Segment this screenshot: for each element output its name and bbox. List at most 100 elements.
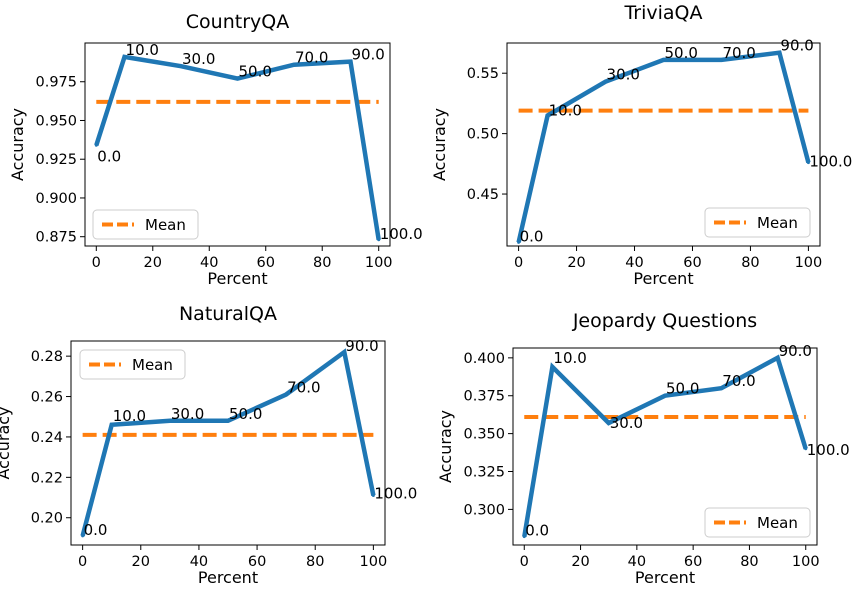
data-point <box>607 421 611 425</box>
point-label: 30.0 <box>610 414 643 432</box>
data-point <box>81 534 85 538</box>
point-label: 0.0 <box>84 521 108 539</box>
point-label: 90.0 <box>351 46 384 64</box>
subplot-countryqa: CountryQA 0.0 10.0 30.0 50.0 70.0 90.0 100.0 0 20… <box>8 11 423 288</box>
y-tick-label: 0.975 <box>35 75 77 91</box>
chart-title: TriviaQA <box>623 2 702 24</box>
x-tick-label: 0 <box>92 255 101 271</box>
x-tick-label: 80 <box>306 554 324 570</box>
point-label: 30.0 <box>171 405 204 423</box>
data-point <box>284 393 288 397</box>
x-tick-label: 80 <box>741 255 759 271</box>
point-label: 10.0 <box>553 349 586 367</box>
point-label: 10.0 <box>126 41 159 59</box>
y-tick-label: 0.50 <box>467 127 499 143</box>
data-point <box>804 447 808 451</box>
data-point <box>719 58 723 62</box>
legend-label: Mean <box>145 216 186 234</box>
legend-box <box>704 507 811 538</box>
point-label: 100.0 <box>380 225 423 243</box>
data-point <box>546 114 550 117</box>
y-tick-label: 0.400 <box>463 351 505 367</box>
x-axis-label: Percent <box>635 568 695 587</box>
subplot-triviaqa: TriviaQA 0.0 10.0 30.0 50.0 70.0 90.0 100.0 0 20 4… <box>430 2 852 288</box>
point-label: 30.0 <box>182 50 215 68</box>
y-tick-label: 0.375 <box>463 389 505 405</box>
point-label: 0.0 <box>97 147 121 165</box>
x-tick-label: 20 <box>571 554 589 570</box>
point-label: 70.0 <box>722 44 755 62</box>
legend-box <box>92 209 199 240</box>
data-point <box>377 238 381 242</box>
legend: Mean <box>79 349 186 380</box>
y-tick-label: 0.22 <box>31 470 63 486</box>
x-tick-label: 0 <box>520 554 529 570</box>
point-label: 10.0 <box>113 407 146 425</box>
data-point <box>168 419 172 423</box>
x-tick-label: 40 <box>190 554 208 570</box>
x-tick-label: 100 <box>360 554 388 570</box>
legend: Mean <box>704 207 811 238</box>
point-label: 100.0 <box>374 485 417 503</box>
legend-label: Mean <box>132 356 173 374</box>
x-tick-label: 100 <box>795 255 823 271</box>
legend-box <box>79 349 186 380</box>
subplot-jeopardy-questions: Jeopardy Questions 0.0 10.0 30.0 50.0 70.0 90.… <box>436 310 850 587</box>
point-label: 100.0 <box>807 441 850 459</box>
data-point <box>292 63 296 67</box>
x-axis-label: Percent <box>633 269 693 288</box>
x-tick-label: 40 <box>625 255 643 271</box>
point-label: 70.0 <box>287 379 320 397</box>
y-tick-label: 0.55 <box>467 66 499 82</box>
data-point <box>777 51 781 55</box>
point-label: 100.0 <box>809 153 852 171</box>
y-tick-label: 0.45 <box>467 187 499 203</box>
axes-frame <box>506 42 821 247</box>
point-label: 0.0 <box>525 522 549 540</box>
point-label: 10.0 <box>549 102 582 120</box>
x-tick-label: 60 <box>248 554 266 570</box>
x-axis-label: Percent <box>198 568 258 587</box>
point-label: 50.0 <box>239 63 272 81</box>
legend-box <box>704 207 811 238</box>
data-point <box>663 394 667 398</box>
x-tick-label: 20 <box>132 554 150 570</box>
point-label: 90.0 <box>345 337 378 355</box>
x-tick-label: 0 <box>514 255 523 271</box>
x-tick-label: 80 <box>740 554 758 570</box>
x-tick-label: 60 <box>683 255 701 271</box>
point-label: 90.0 <box>779 342 812 360</box>
x-tick-label: 80 <box>313 255 331 271</box>
chart-title: CountryQA <box>186 11 289 33</box>
x-tick-label: 0 <box>78 554 87 570</box>
y-tick-label: 0.925 <box>35 152 77 168</box>
y-axis-label: Accuracy <box>436 410 455 483</box>
point-label: 50.0 <box>229 405 262 423</box>
legend: Mean <box>704 507 811 538</box>
legend: Mean <box>92 209 199 240</box>
data-point <box>123 55 127 59</box>
chart-title: NaturalQA <box>179 303 277 325</box>
y-tick-label: 0.325 <box>463 465 505 481</box>
data-point <box>522 535 526 539</box>
data-point <box>776 356 780 360</box>
axes-frame <box>84 42 391 247</box>
data-point <box>94 143 98 147</box>
accuracy-line <box>80 348 376 537</box>
y-tick-label: 0.26 <box>31 390 63 406</box>
x-tick-label: 60 <box>684 554 702 570</box>
y-tick-label: 0.20 <box>31 511 63 527</box>
y-tick-label: 0.300 <box>463 502 505 518</box>
x-tick-label: 40 <box>200 255 218 271</box>
y-axis-label: Accuracy <box>430 108 449 181</box>
data-point <box>348 60 352 64</box>
point-label: 70.0 <box>295 49 328 67</box>
y-tick-label: 0.900 <box>35 191 77 207</box>
y-tick-label: 0.350 <box>463 427 505 443</box>
point-label: 0.0 <box>520 227 544 245</box>
y-tick-label: 0.24 <box>31 430 63 446</box>
x-tick-label: 100 <box>365 255 393 271</box>
legend-label: Mean <box>757 514 798 532</box>
point-label: 50.0 <box>666 380 699 398</box>
